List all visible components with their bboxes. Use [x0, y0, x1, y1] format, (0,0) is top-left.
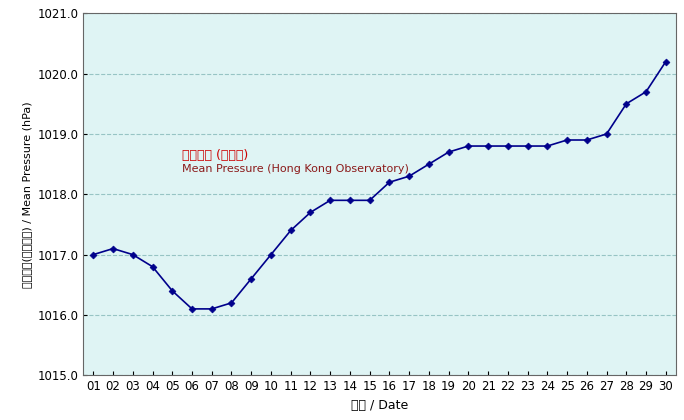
Text: Mean Pressure (Hong Kong Observatory): Mean Pressure (Hong Kong Observatory): [182, 164, 409, 174]
Y-axis label: 平均氣壓(百帕斯卡) / Mean Pressure (hPa): 平均氣壓(百帕斯卡) / Mean Pressure (hPa): [22, 101, 32, 288]
X-axis label: 日期 / Date: 日期 / Date: [351, 399, 408, 412]
Text: 平均氣壓 (天文台): 平均氣壓 (天文台): [182, 149, 248, 162]
